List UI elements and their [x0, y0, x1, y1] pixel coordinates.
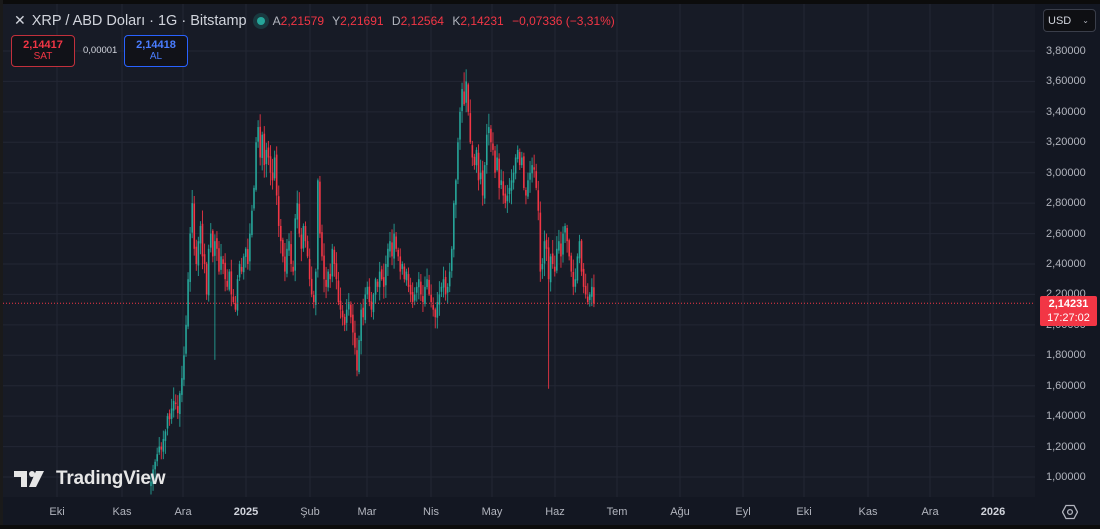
close-label: K — [452, 13, 461, 28]
last-price-value: 2,14231 — [1048, 298, 1089, 310]
price-tick: 1,00000 — [1046, 471, 1086, 483]
time-tick: Ağu — [670, 506, 690, 518]
tradingview-logo[interactable]: TradingView — [14, 468, 166, 490]
time-tick: Ara — [921, 506, 939, 518]
tradingview-logo-icon — [14, 471, 44, 487]
high-value: 2,21691 — [340, 13, 384, 28]
plot-area[interactable] — [3, 4, 1035, 497]
sell-price: 2,14417 — [23, 39, 63, 51]
currency-select[interactable]: USD ⌄ — [1043, 9, 1096, 32]
time-tick: Kas — [112, 506, 132, 518]
price-tick: 2,60000 — [1046, 227, 1086, 240]
buy-button[interactable]: 2,14418 AL — [124, 35, 188, 67]
time-tick: May — [481, 506, 503, 518]
price-tick: 1,40000 — [1046, 410, 1086, 423]
buy-price: 2,14418 — [136, 39, 176, 51]
price-tick: 1,20000 — [1046, 440, 1086, 453]
time-tick: 2026 — [980, 506, 1006, 518]
time-tick: Şub — [300, 506, 320, 518]
bar-countdown: 17:27:02 — [1047, 312, 1090, 324]
ohlc-values: A2,21579 Y2,21691 D2,12564 K2,14231 −0,0… — [273, 14, 620, 28]
spread-value: 0,00001 — [83, 45, 118, 56]
x-icon[interactable]: ✕ — [14, 12, 26, 28]
open-label: A — [272, 13, 281, 28]
bottom-border — [0, 525, 1100, 529]
time-tick: Eki — [49, 506, 65, 518]
price-tick: 3,80000 — [1046, 45, 1086, 57]
price-tick: 2,40000 — [1046, 258, 1086, 270]
price-tick: 2,80000 — [1046, 197, 1086, 210]
price-change: −0,07336 (−3,31%) — [512, 13, 615, 28]
top-border — [0, 0, 1100, 4]
low-value: 2,12564 — [400, 13, 444, 28]
market-open-dot-icon — [256, 16, 265, 25]
price-tick: 3,60000 — [1046, 75, 1086, 88]
buy-label: AL — [149, 51, 163, 62]
time-tick: Eyl — [735, 506, 751, 518]
time-tick: Haz — [545, 506, 565, 518]
last-price-label: 2,14231 17:27:02 — [1040, 296, 1097, 326]
time-tick: Nis — [423, 506, 439, 518]
time-tick: Ara — [174, 506, 192, 518]
candlestick-chart[interactable] — [3, 4, 1035, 497]
time-tick: Mar — [357, 506, 377, 518]
price-tick: 1,80000 — [1046, 349, 1086, 362]
price-tick: 3,40000 — [1046, 105, 1086, 118]
sell-button[interactable]: 2,14417 SAT — [11, 35, 75, 67]
close-value: 2,14231 — [460, 13, 504, 28]
open-value: 2,21579 — [280, 13, 325, 28]
high-label: Y — [332, 13, 341, 28]
price-tick: 1,60000 — [1046, 379, 1086, 392]
sell-label: SAT — [33, 51, 53, 62]
low-label: D — [391, 13, 401, 28]
time-tick: Kas — [858, 506, 878, 518]
left-border — [0, 0, 3, 529]
time-tick: 2025 — [233, 506, 259, 518]
logo-text: TradingView — [56, 468, 166, 489]
time-tick: Tem — [606, 506, 628, 518]
symbol-title[interactable]: XRP / ABD Doları · 1G · Bitstamp — [31, 12, 247, 29]
symbol-header: ✕ XRP / ABD Doları · 1G · Bitstamp A2,21… — [14, 12, 620, 29]
price-tick: 3,20000 — [1046, 136, 1086, 149]
settings-gear-icon[interactable] — [1062, 504, 1078, 520]
chevron-down-icon: ⌄ — [1082, 16, 1089, 25]
price-tick: 3,00000 — [1046, 166, 1086, 179]
currency-value: USD — [1048, 14, 1072, 27]
time-tick: Eki — [796, 506, 812, 518]
